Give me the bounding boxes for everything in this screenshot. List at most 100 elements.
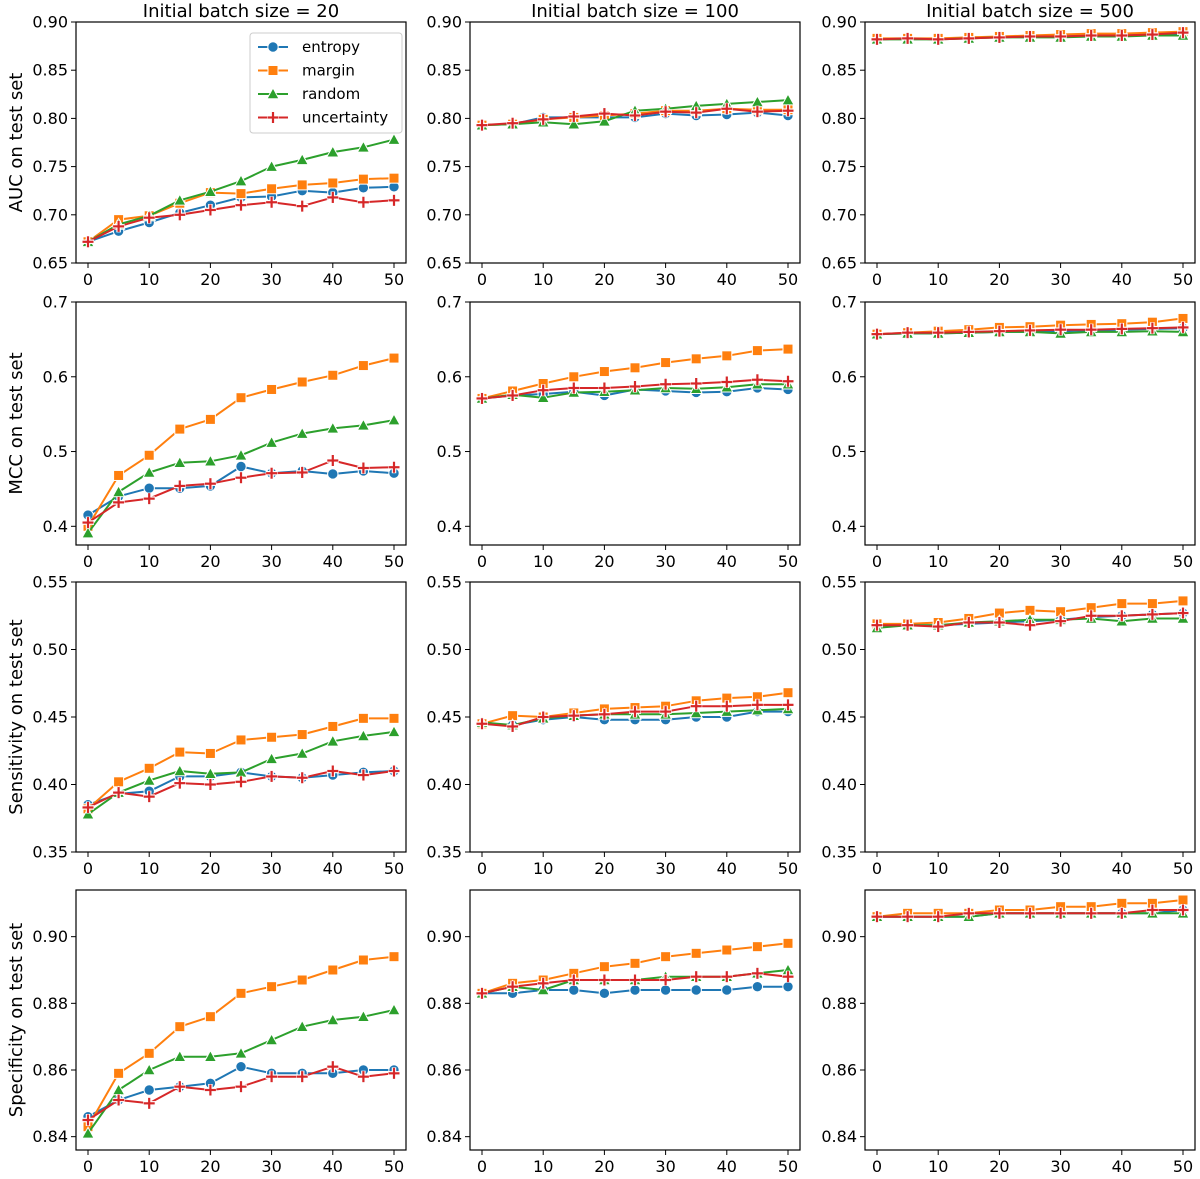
point-margin <box>327 964 339 976</box>
legend-entry-entropy: entropy <box>258 38 360 56</box>
point-margin <box>388 951 400 963</box>
point-margin <box>690 947 702 959</box>
y-tick-label: 0.84 <box>821 1127 857 1146</box>
point-uncertainty <box>598 107 611 120</box>
y-tick-label: 0.4 <box>43 517 68 536</box>
point-uncertainty <box>567 974 580 986</box>
y-tick-label: 0.35 <box>32 843 68 862</box>
y-tick-label: 0.45 <box>821 708 857 727</box>
point-random <box>536 982 551 996</box>
y-tick-label: 0.55 <box>821 573 857 592</box>
point-random <box>203 1049 218 1062</box>
x-tick-label: 40 <box>323 270 343 289</box>
point-uncertainty <box>112 496 125 509</box>
point-random <box>356 140 371 153</box>
point-entropy <box>327 468 339 480</box>
x-tick-label: 10 <box>139 552 159 571</box>
chart-panel: 0.35 0.40 0.45 0.50 0.55 0 10 20 30 40 50 <box>32 573 407 878</box>
point-entropy <box>782 980 794 993</box>
point-margin <box>629 362 641 374</box>
x-tick-label: 10 <box>533 552 553 571</box>
legend-marker <box>267 41 279 53</box>
point-margin <box>1177 595 1189 607</box>
point-margin <box>113 776 125 788</box>
y-tick-label: 0.40 <box>426 775 462 794</box>
point-uncertainty <box>629 705 641 718</box>
point-uncertainty <box>751 698 764 711</box>
point-entropy <box>629 984 641 996</box>
x-tick-label: 0 <box>83 270 93 289</box>
point-uncertainty <box>1177 607 1189 620</box>
x-tick-label: 30 <box>655 270 675 289</box>
y-tick-label: 0.45 <box>426 708 462 727</box>
legend-marker <box>267 111 279 124</box>
point-margin <box>235 188 247 200</box>
x-tick-label: 0 <box>477 552 487 571</box>
point-uncertainty <box>659 105 672 118</box>
x-tick-label: 40 <box>1112 859 1132 878</box>
point-margin <box>388 712 400 724</box>
x-tick-label: 10 <box>533 859 553 878</box>
point-uncertainty <box>1054 907 1067 920</box>
point-uncertainty <box>204 477 217 490</box>
x-tick-label: 40 <box>717 1157 737 1176</box>
plot-frame <box>75 581 407 853</box>
y-tick-label: 0.90 <box>821 927 857 946</box>
x-tick-label: 20 <box>594 270 614 289</box>
point-uncertainty <box>567 110 580 123</box>
point-uncertainty <box>690 970 703 983</box>
point-random <box>81 1126 95 1139</box>
point-uncertainty <box>265 196 278 209</box>
y-axis-label: Sensitivity on test set <box>6 619 27 814</box>
point-uncertainty <box>326 1060 339 1073</box>
y-tick-label: 0.90 <box>32 13 68 32</box>
point-margin <box>235 392 247 404</box>
y-tick-label: 0.6 <box>43 367 68 386</box>
point-uncertainty <box>173 208 186 221</box>
point-margin <box>143 449 155 461</box>
point-uncertainty <box>720 970 733 983</box>
point-uncertainty <box>296 466 309 479</box>
x-tick-label: 40 <box>717 552 737 571</box>
chart-panel: 0.4 0.5 0.6 0.7 0 10 20 30 40 50 <box>437 293 801 571</box>
point-margin <box>1116 598 1128 610</box>
y-tick-label: 0.90 <box>32 927 68 946</box>
point-uncertainty <box>690 106 703 119</box>
y-axis-label: MCC on test set <box>6 352 27 494</box>
x-tick-label: 30 <box>1050 859 1070 878</box>
point-uncertainty <box>1085 907 1098 920</box>
point-uncertainty <box>751 373 764 386</box>
column-title: Initial batch size = 500 <box>926 1 1134 22</box>
point-uncertainty <box>993 616 1006 629</box>
x-tick-label: 50 <box>778 859 798 878</box>
point-uncertainty <box>506 720 519 733</box>
x-tick-label: 50 <box>778 270 798 289</box>
point-margin <box>174 1021 186 1033</box>
y-tick-label: 0.84 <box>426 1127 462 1146</box>
plot-frame <box>469 21 801 264</box>
y-tick-label: 0.80 <box>32 109 68 128</box>
point-uncertainty <box>82 516 94 529</box>
point-margin <box>721 350 733 362</box>
x-tick-label: 50 <box>384 1157 404 1176</box>
x-tick-label: 20 <box>989 552 1009 571</box>
point-margin <box>235 987 247 999</box>
point-uncertainty <box>751 967 764 980</box>
point-margin <box>357 954 369 966</box>
point-entropy <box>568 984 580 996</box>
point-random <box>325 1012 340 1026</box>
y-tick-label: 0.7 <box>437 293 462 312</box>
y-tick-label: 0.70 <box>426 205 462 224</box>
point-margin <box>629 957 641 969</box>
point-uncertainty <box>173 479 186 492</box>
point-margin <box>357 712 369 724</box>
legend-marker <box>267 65 279 76</box>
x-tick-label: 40 <box>323 859 343 878</box>
point-uncertainty <box>506 980 519 993</box>
y-tick-label: 0.75 <box>32 157 68 176</box>
point-random <box>356 728 371 742</box>
x-tick-label: 30 <box>1050 552 1070 571</box>
point-uncertainty <box>388 1067 400 1080</box>
x-tick-label: 50 <box>1173 552 1193 571</box>
point-uncertainty <box>296 1070 309 1083</box>
